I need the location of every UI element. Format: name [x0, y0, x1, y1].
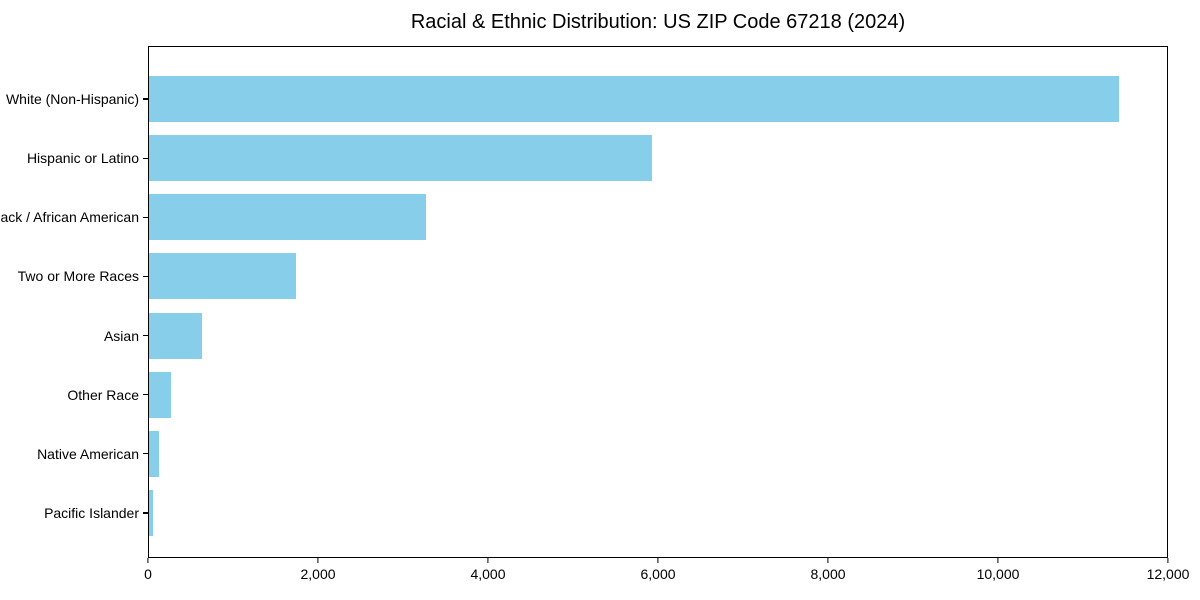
y-tick-mark: [143, 216, 148, 218]
bar-row: Hispanic or Latino: [27, 135, 1167, 182]
y-tick-mark: [143, 512, 148, 514]
x-tick-mark: [657, 558, 659, 563]
bar-row: Native American: [37, 430, 1167, 477]
chart-title: Racial & Ethnic Distribution: US ZIP Cod…: [410, 11, 906, 33]
bar-row: White (Non-Hispanic): [6, 76, 1167, 122]
bar-row: Black / African American: [0, 194, 1167, 241]
x-tick-label: 4,000: [470, 566, 506, 582]
y-tick-mark: [143, 334, 148, 337]
y-tick-mark: [143, 394, 148, 396]
category-label: Other Race: [67, 386, 139, 403]
x-tick-label: 2,000: [300, 566, 336, 582]
bar: [149, 430, 160, 477]
y-tick-mark: [143, 98, 148, 100]
x-tick-mark: [317, 558, 319, 563]
bar-row: Asian: [104, 312, 1167, 359]
bar: [149, 76, 1119, 122]
x-tick-mark: [487, 558, 489, 563]
x-tick-mark: [147, 558, 149, 563]
bar: [149, 489, 153, 536]
x-tick-mark: [997, 558, 999, 563]
category-label: Asian: [103, 327, 139, 344]
bar: [149, 253, 296, 300]
y-tick-mark: [143, 275, 148, 278]
y-tick-mark: [143, 453, 148, 455]
category-label: Pacific Islander: [44, 504, 139, 521]
x-tick-label: 10,000: [976, 566, 1020, 582]
category-label: Hispanic or Latino: [26, 150, 139, 167]
bars-container: White (Non-Hispanic) Hispanic or Latino Bl…: [0, 76, 1167, 536]
x-tick-mark: [827, 558, 829, 563]
category-label: Native American: [37, 445, 139, 462]
bar: [149, 312, 203, 359]
category-label: Black / African American: [0, 209, 139, 226]
x-tick-label: 6,000: [640, 566, 676, 582]
plot-area: White (Non-Hispanic) Hispanic or Latino Bl…: [0, 46, 1168, 558]
x-axis: 0 2,000 4,000 6,000 8,000 10,000 12,000: [144, 558, 1189, 594]
x-tick-label: 0: [144, 566, 152, 582]
x-tick-label: 8,000: [810, 566, 846, 582]
x-tick-mark: [1167, 558, 1169, 563]
category-label: White (Non-Hispanic): [5, 91, 139, 107]
bar: [149, 194, 426, 241]
bar: [149, 135, 653, 182]
y-tick-mark: [143, 157, 148, 159]
bar-row: Other Race: [67, 371, 1167, 418]
bar: [149, 371, 172, 418]
bar-row: Pacific Islander: [44, 489, 1167, 536]
category-label: Two or More Races: [17, 268, 139, 285]
x-tick-label: 12,000: [1146, 566, 1190, 582]
bar-row: Two or More Races: [18, 253, 1167, 300]
